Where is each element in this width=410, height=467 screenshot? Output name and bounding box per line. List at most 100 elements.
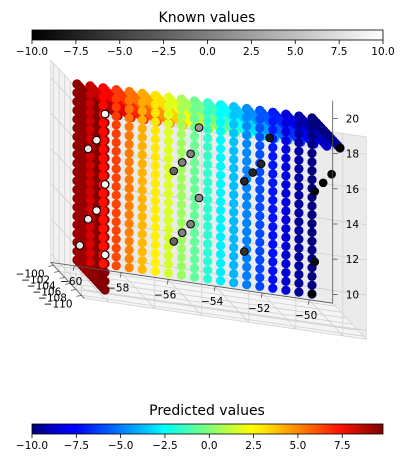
- known-point: [83, 144, 93, 154]
- predicted-point: [85, 116, 95, 126]
- predicted-point: [294, 173, 304, 183]
- predicted-colorbar-tick-label: 5.0: [290, 440, 307, 452]
- predicted-point: [150, 249, 160, 259]
- predicted-point: [203, 142, 213, 152]
- known-point: [92, 206, 101, 215]
- predicted-point: [124, 148, 134, 158]
- predicted-point: [255, 167, 265, 177]
- known-point: [83, 214, 93, 224]
- predicted-point: [72, 97, 82, 107]
- predicted-point: [85, 125, 95, 135]
- predicted-point: [124, 131, 134, 141]
- predicted-point: [150, 178, 160, 188]
- predicted-point: [111, 261, 121, 271]
- predicted-point: [72, 229, 82, 239]
- predicted-point: [242, 200, 252, 210]
- predicted-point: [98, 215, 108, 225]
- predicted-point: [268, 257, 278, 267]
- predicted-point: [268, 213, 278, 223]
- predicted-point: [203, 274, 213, 284]
- predicted-point: [268, 248, 278, 258]
- predicted-point: [268, 266, 278, 276]
- predicted-point: [255, 132, 265, 142]
- known-point: [169, 237, 179, 246]
- predicted-point: [111, 243, 121, 253]
- x-tick-label: −102: [21, 274, 50, 286]
- predicted-point: [85, 186, 95, 197]
- predicted-point: [229, 146, 239, 156]
- predicted-point: [255, 264, 265, 274]
- predicted-point: [72, 114, 82, 124]
- predicted-point: [72, 202, 82, 212]
- predicted-point: [124, 263, 134, 273]
- known-point: [248, 168, 257, 177]
- x-tick-label: −108: [38, 292, 67, 304]
- z-tick-label: 10: [346, 289, 359, 301]
- predicted-point: [229, 181, 239, 191]
- predicted-point: [163, 224, 173, 234]
- x-tick-label: −104: [27, 280, 56, 292]
- predicted-point: [111, 85, 121, 95]
- predicted-point: [72, 193, 82, 203]
- predicted-point: [111, 234, 121, 244]
- predicted-point: [111, 181, 121, 192]
- predicted-point: [137, 212, 147, 222]
- predicted-point: [150, 134, 160, 144]
- predicted-point: [189, 272, 200, 282]
- predicted-point: [294, 129, 304, 139]
- predicted-point: [268, 107, 278, 117]
- predicted-point: [268, 125, 278, 135]
- gridline: [261, 292, 297, 330]
- predicted-point: [176, 270, 186, 280]
- predicted-point: [307, 245, 317, 255]
- predicted-point: [216, 170, 226, 180]
- predicted-point: [216, 100, 226, 110]
- x-tick-label: −100: [16, 268, 45, 280]
- gridline: [308, 299, 344, 337]
- predicted-point: [137, 168, 147, 178]
- predicted-point: [163, 198, 173, 208]
- predicted-point: [150, 99, 160, 109]
- predicted-point: [176, 112, 186, 122]
- y-tick-mark: [166, 279, 169, 285]
- predicted-point: [268, 116, 278, 126]
- predicted-point: [163, 92, 173, 102]
- predicted-point: [150, 169, 160, 180]
- predicted-point: [176, 94, 186, 104]
- predicted-point: [98, 206, 108, 216]
- x-axis-line: [50, 262, 85, 299]
- known-colorbar: Known values −10.0 −7.5 −5.0 −2.5 0.0 2.5 5.0 7…: [16, 10, 395, 58]
- predicted-point: [281, 136, 291, 146]
- axes-3d: −110−108−106−104−102−100 −60 −58 −56 −54 −52…: [16, 58, 368, 340]
- predicted-point: [98, 127, 108, 137]
- known-points: [75, 109, 345, 299]
- predicted-point: [203, 265, 213, 275]
- z-tick-label: 20: [346, 113, 359, 125]
- known-point: [177, 158, 187, 167]
- predicted-point: [307, 219, 317, 229]
- predicted-point: [150, 240, 160, 250]
- predicted-point: [294, 287, 304, 297]
- predicted-point: [72, 105, 82, 115]
- predicted-point: [137, 185, 147, 195]
- predicted-point: [189, 228, 200, 238]
- predicted-point: [189, 210, 200, 220]
- predicted-point: [294, 190, 304, 200]
- predicted-point: [176, 252, 186, 263]
- predicted-point: [281, 206, 291, 216]
- predicted-point: [124, 157, 134, 167]
- predicted-point: [163, 145, 173, 155]
- predicted-point: [150, 108, 160, 118]
- predicted-point: [163, 268, 173, 278]
- predicted-point: [124, 113, 134, 123]
- predicted-colorbar-ticks: −10.0 −7.5 −5.0 −2.5 0.0 2.5 5.0 7.5: [16, 434, 351, 452]
- predicted-point: [255, 255, 265, 265]
- predicted-point: [98, 153, 108, 163]
- predicted-point: [281, 162, 291, 172]
- predicted-point: [176, 261, 186, 271]
- predicted-point: [176, 235, 186, 245]
- gridline: [120, 272, 156, 309]
- predicted-point: [294, 164, 304, 174]
- predicted-point: [72, 255, 82, 265]
- predicted-point: [281, 127, 291, 137]
